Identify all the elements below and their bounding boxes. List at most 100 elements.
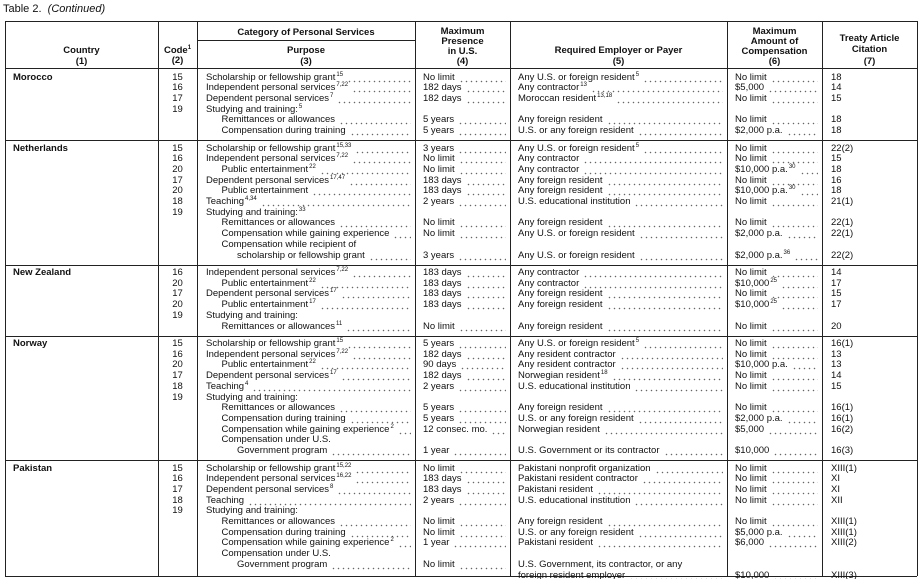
employer-text: U.S. educational institution bbox=[518, 380, 631, 392]
compensation: No limit bbox=[735, 494, 818, 506]
code: 20 bbox=[158, 164, 197, 175]
leader-dots bbox=[347, 71, 411, 83]
leader-dots bbox=[770, 196, 818, 207]
citation: 16(1) bbox=[831, 413, 915, 424]
purpose-text: Remittances or allowances bbox=[221, 320, 336, 332]
leader-dots bbox=[770, 494, 818, 506]
compensation-text: No limit bbox=[735, 320, 767, 332]
header-num: (4) bbox=[456, 56, 469, 67]
header-employer: Required Employer or Payer bbox=[554, 45, 683, 56]
leader-dots bbox=[619, 359, 723, 371]
citation-text: XIII(1) bbox=[831, 462, 857, 474]
code: 19 bbox=[158, 505, 197, 516]
purpose: Remittances or allowances bbox=[222, 402, 411, 414]
compensation: $5,000 p.a. bbox=[735, 526, 818, 538]
presence: No limit bbox=[423, 526, 506, 538]
citation: 15 bbox=[831, 381, 915, 392]
employer: Norwegian resident 18 bbox=[518, 370, 723, 382]
compensation-text: $10,000 p.a. bbox=[735, 185, 788, 197]
leader-dots bbox=[768, 82, 818, 94]
purpose-text: Public entertainment bbox=[221, 299, 309, 311]
rule bbox=[917, 21, 918, 576]
citation: 22(1) bbox=[831, 228, 915, 239]
code-text: 20 bbox=[172, 359, 183, 371]
purpose-text: Remittances or allowances bbox=[221, 516, 336, 527]
leader-dots bbox=[606, 320, 723, 332]
presence-text: 2 years bbox=[423, 196, 455, 207]
purpose-text: Compensation during training bbox=[221, 412, 346, 424]
leader-dots bbox=[465, 288, 506, 300]
header-num: (1) bbox=[75, 56, 88, 67]
compensation: $5,000 bbox=[735, 423, 818, 435]
compensation-text: $10,000 bbox=[735, 277, 770, 289]
presence-text: 1 year bbox=[423, 537, 450, 549]
country: Norway bbox=[13, 338, 48, 349]
citation-text: 18 bbox=[831, 125, 842, 136]
footnote-ref: 11 bbox=[336, 320, 343, 327]
employer: Any contractor 13 bbox=[518, 82, 723, 94]
employer-text: foreign resident employer bbox=[518, 569, 626, 579]
purpose-text: Teaching bbox=[206, 494, 245, 506]
leader-dots bbox=[491, 423, 506, 435]
citation: XIII(1) bbox=[831, 527, 915, 538]
leader-dots bbox=[465, 483, 506, 495]
purpose-text: Studying and training: bbox=[206, 206, 298, 218]
leader-dots bbox=[458, 462, 506, 474]
presence: 5 years bbox=[423, 338, 506, 349]
code: 15 bbox=[158, 72, 197, 83]
leader-dots bbox=[583, 277, 723, 289]
code-text: 20 bbox=[172, 185, 183, 197]
leader-dots bbox=[458, 71, 506, 83]
caption-note: (Continued) bbox=[47, 3, 106, 15]
leader-dots bbox=[773, 445, 818, 456]
citation-text: 16 bbox=[831, 174, 842, 186]
citation: 13 bbox=[831, 359, 915, 370]
presence-text: 183 days bbox=[423, 174, 462, 186]
leader-dots bbox=[786, 412, 818, 424]
presence-text: 183 days bbox=[423, 288, 462, 300]
footnote-ref: 16,22 bbox=[336, 473, 352, 480]
employer-text: U.S. educational institution bbox=[518, 494, 631, 506]
citation-text: 21(1) bbox=[831, 196, 854, 207]
leader-dots bbox=[355, 473, 411, 485]
purpose: Independent personal services 7,22 bbox=[206, 153, 411, 165]
compensation-text: No limit bbox=[735, 142, 767, 154]
header-country: Country bbox=[63, 45, 100, 56]
compensation-text: No limit bbox=[735, 402, 767, 414]
employer: Any foreign resident bbox=[518, 174, 723, 186]
employer-text: Any contractor bbox=[518, 267, 580, 278]
purpose: scholarship or fellowship grant bbox=[237, 249, 411, 261]
presence: 183 days bbox=[423, 277, 506, 289]
leader-dots bbox=[465, 348, 506, 360]
compensation-text: $2,000 p.a. bbox=[735, 125, 783, 136]
employer: Pakistani resident bbox=[518, 537, 723, 549]
leader-dots bbox=[312, 185, 411, 197]
presence-text: 183 days bbox=[423, 277, 462, 289]
employer: U.S. or any foreign resident bbox=[518, 125, 723, 136]
leader-dots bbox=[637, 412, 723, 424]
leader-dots bbox=[638, 249, 723, 261]
employer: Any resident contractor bbox=[518, 348, 723, 360]
employer-text: Any foreign resident bbox=[518, 320, 603, 332]
code: 15 bbox=[158, 463, 197, 474]
code-text: 17 bbox=[172, 174, 183, 186]
presence: 183 days bbox=[423, 299, 506, 311]
employer-text: Any resident contractor bbox=[518, 359, 616, 371]
employer-text: Any foreign resident bbox=[518, 114, 603, 126]
presence-text: 1 year bbox=[423, 445, 450, 456]
citation-text: 14 bbox=[831, 267, 842, 278]
compensation-text: No limit bbox=[735, 483, 767, 495]
leader-dots bbox=[770, 153, 818, 165]
presence: 183 days bbox=[423, 185, 506, 197]
rule bbox=[5, 21, 917, 22]
presence: 183 days bbox=[423, 267, 506, 278]
purpose-text: Public entertainment bbox=[221, 163, 309, 175]
purpose: Compensation under U.S. bbox=[222, 434, 412, 445]
footnote-ref: 15 bbox=[336, 71, 344, 78]
header-compensation: Maximum bbox=[752, 26, 797, 37]
employer: Any foreign resident bbox=[518, 320, 723, 332]
leader-dots bbox=[770, 288, 818, 300]
leader-dots bbox=[339, 402, 411, 414]
citation-text: XIII(1) bbox=[831, 516, 857, 527]
citation-text: 22(2) bbox=[831, 249, 854, 261]
